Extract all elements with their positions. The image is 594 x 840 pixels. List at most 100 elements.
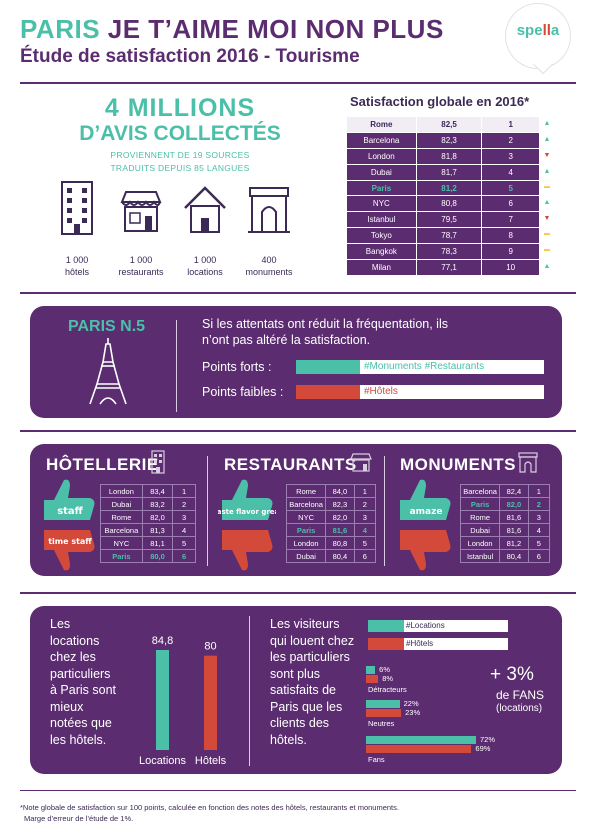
ranking-cell-score: 80,4 — [325, 549, 355, 563]
ranking-row: Rome 81,6 3 — [459, 510, 551, 524]
house-icon — [184, 186, 226, 233]
fans-line2: (locations) — [496, 703, 543, 714]
ranking-cell-score: 82,0 — [499, 497, 529, 511]
logo-text: spella — [516, 22, 560, 39]
ranking-row: Istanbul 80,4 6 — [459, 549, 551, 563]
category-divider-1 — [207, 456, 208, 566]
ranking-cell-rank: 4 — [527, 523, 551, 537]
satisfaction-cell-city: Milan — [346, 259, 417, 276]
legend-hotels-label: #Hôtels — [406, 639, 434, 648]
satisfaction-cell-rank: 9 — [481, 243, 540, 261]
trend-down-icon: ▼ — [543, 215, 551, 223]
ranking-cell-score: 83,2 — [141, 497, 174, 511]
ranking-cell-score: 81,1 — [141, 536, 174, 550]
ranking-cell-rank: 6 — [172, 549, 196, 563]
section-rule-3 — [20, 592, 576, 594]
group-bar-locations — [366, 666, 376, 674]
footnote-line2: Marge d’erreur de l’étude de 1%. — [24, 814, 134, 823]
satisfaction-cell-city: Tokyo — [346, 227, 417, 245]
header-rule — [20, 82, 576, 84]
ranking-cell-score: 80,0 — [141, 549, 174, 563]
ranking-cell-rank: 1 — [527, 484, 551, 498]
ranking-row: Paris 80,0 6 — [100, 549, 196, 563]
ranking-cell-city: Paris — [459, 497, 501, 511]
weak-points-bar: #Hôtels — [296, 385, 544, 399]
strong-points-fill — [296, 360, 360, 374]
ranking-cell-city: Barcelona — [285, 497, 327, 511]
legend-locations-label: #Locations — [406, 621, 445, 630]
ranking-cell-rank: 2 — [172, 497, 196, 511]
satisfaction-cell-rank: 2 — [481, 131, 540, 149]
trend-column: ▲ ▲ ▼ ▲ ▬ ▲ ▼ ▬ ▬ ▲ — [540, 116, 554, 275]
monuments-word-cloud-icon: amaze — [400, 479, 451, 571]
ranking-row: Dubai 83,2 2 — [100, 497, 196, 511]
ranking-row: Barcelona 82,4 1 — [459, 484, 551, 498]
weak-points-fill — [296, 385, 360, 399]
satisfaction-cell-rank: 3 — [481, 147, 540, 165]
ranking-cell-city: Paris — [285, 523, 327, 537]
ranking-cell-rank: 2 — [353, 497, 377, 511]
strong-points-label: Points forts : — [202, 360, 272, 374]
satisfaction-cell-rank: 8 — [481, 227, 540, 245]
satisfaction-groups-chart: 6% 8% Détracteurs 22% 23% Neutres 72% 69% Fans — [366, 660, 526, 770]
fans-big: + 3% — [490, 664, 534, 685]
satisfaction-table: Rome 82,5 1 Barcelona 82,3 2 London 81,8 3 Dubai 8… — [346, 116, 540, 276]
ranking-cell-city: Rome — [100, 510, 143, 524]
trend-up-icon: ▲ — [543, 263, 551, 271]
ranking-cell-rank: 1 — [172, 484, 196, 498]
hotels-word-cloud-icon: staff time staff — [44, 479, 95, 571]
ranking-cell-city: Rome — [285, 484, 327, 498]
satisfaction-row: Bangkok 78,3 9 — [346, 243, 540, 261]
section-rule-2 — [20, 430, 576, 432]
ranking-cell-rank: 3 — [172, 510, 196, 524]
trend-down-icon: ▼ — [543, 151, 551, 159]
satisfaction-cell-score: 78,3 — [415, 243, 483, 261]
satisfaction-cell-city: Paris — [346, 179, 417, 197]
svg-text:staff: staff — [57, 506, 83, 517]
visitors-text: Les visiteurs qui louent chez les partic… — [270, 617, 355, 747]
hotel-building-icon — [61, 181, 93, 235]
paris-rank-title: PARIS N.5 — [68, 318, 146, 335]
group-bar-value: 23% — [405, 708, 421, 717]
stat-locations: 1 000 locations — [187, 255, 223, 277]
stat-languages: TRADUITS DEPUIS 85 LANGUES — [110, 163, 250, 173]
ranking-cell-rank: 4 — [172, 523, 196, 537]
bar-category-label: Locations — [139, 755, 187, 767]
group-bar-value: 69% — [475, 744, 491, 753]
ranking-cell-city: Dubai — [459, 523, 501, 537]
footnote-line1: *Note globale de satisfaction sur 100 po… — [20, 803, 399, 812]
footnote-rule — [20, 790, 576, 791]
footnote: *Note globale de satisfaction sur 100 po… — [20, 802, 580, 824]
legend-locations-swatch — [368, 620, 404, 632]
section-rule-1 — [20, 292, 576, 294]
ranking-cell-rank: 4 — [353, 523, 377, 537]
satisfaction-cell-city: NYC — [346, 195, 417, 213]
ranking-cell-rank: 3 — [527, 510, 551, 524]
ranking-row: NYC 82,0 3 — [285, 510, 377, 524]
ranking-cell-city: Dubai — [100, 497, 143, 511]
satisfaction-cell-score: 79,5 — [415, 211, 483, 229]
hotellerie-title: HÔTELLERIE — [46, 455, 159, 474]
satisfaction-row: Paris 81,2 5 — [346, 179, 540, 197]
ranking-row: Rome 84,0 1 — [285, 484, 377, 498]
satisfaction-cell-city: Bangkok — [346, 243, 417, 261]
satisfaction-title: Satisfaction globale en 2016* — [350, 94, 530, 109]
restaurants-title: RESTAURANTS — [224, 455, 357, 474]
paris-panel-divider — [176, 320, 177, 412]
satisfaction-row: Milan 77,1 10 — [346, 259, 540, 276]
satisfaction-cell-city: Istanbul — [346, 211, 417, 229]
paris-panel-text: Si les attentats ont réduit la fréquenta… — [202, 317, 448, 347]
legend-locations: #Locations — [368, 620, 508, 632]
ranking-cell-score: 81,6 — [499, 510, 529, 524]
trend-up-icon: ▲ — [543, 167, 551, 175]
ranking-row: Rome 82,0 3 — [100, 510, 196, 524]
eiffel-tower-icon — [89, 338, 127, 405]
satisfaction-cell-rank: 10 — [481, 259, 540, 276]
ranking-cell-score: 81,6 — [499, 523, 529, 537]
ranking-cell-city: London — [459, 536, 501, 550]
title-paris: PARIS — [20, 14, 101, 44]
satisfaction-cell-score: 77,1 — [415, 259, 483, 276]
satisfaction-cell-score: 81,2 — [415, 179, 483, 197]
trend-up-icon: ▲ — [543, 135, 551, 143]
group-bar-hotels — [366, 675, 379, 683]
